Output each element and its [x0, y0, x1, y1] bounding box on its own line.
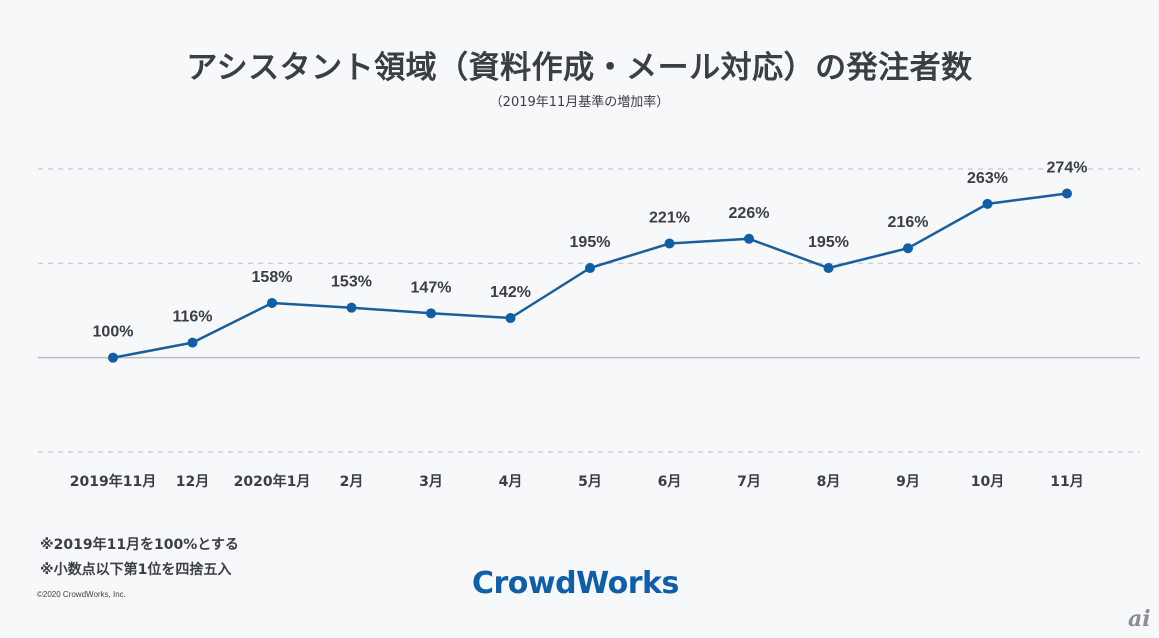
x-tick-label: 4月	[499, 474, 523, 490]
data-point	[267, 297, 277, 308]
data-label: 195%	[570, 234, 611, 251]
x-tick-label: 12月	[176, 474, 209, 490]
markers	[108, 188, 1072, 363]
x-tick-label: 9月	[896, 474, 920, 490]
data-point	[346, 302, 357, 313]
data-label: 100%	[93, 324, 134, 341]
data-label: 263%	[967, 170, 1008, 187]
x-tick-labels: 2019年11月 12月 2020年1月 2月 3月 4月 5月 6月 7月 8月 9月 10月 11月	[70, 473, 1084, 490]
data-label: 116%	[172, 309, 212, 326]
x-tick-label: 11月	[1050, 474, 1083, 490]
data-point	[426, 308, 436, 319]
x-tick-label: 8月	[817, 474, 841, 490]
ai-watermark-icon: ai	[1128, 606, 1151, 632]
data-label: 216%	[888, 214, 929, 231]
data-point	[903, 243, 913, 254]
data-label: 142%	[490, 284, 531, 301]
x-tick-label: 3月	[419, 474, 443, 490]
x-tick-label: 2月	[340, 474, 364, 490]
x-tick-label: 10月	[971, 474, 1004, 490]
chart-title: アシスタント領域（資料作成・メール対応）の発注者数	[186, 50, 973, 86]
data-label: 221%	[649, 210, 690, 227]
data-point	[108, 352, 118, 363]
data-point	[664, 238, 675, 249]
data-label: 158%	[252, 269, 293, 286]
crowdworks-logo: CrowdWorks	[472, 566, 679, 601]
data-label: 153%	[331, 274, 372, 291]
data-point	[1062, 188, 1072, 199]
x-tick-label: 6月	[658, 474, 682, 490]
x-tick-label: 2020年1月	[234, 473, 311, 490]
data-label: 226%	[729, 205, 770, 222]
copyright: ©2020 CrowdWorks, Inc.	[37, 590, 126, 599]
data-point	[982, 198, 993, 209]
data-labels: 100% 116% 158% 153% 147% 142% 195% 221% 226% 195%…	[93, 160, 1088, 341]
note-rounding: ※小数点以下第1位を四捨五入	[40, 562, 232, 578]
data-label: 147%	[411, 279, 452, 296]
data-point	[505, 313, 516, 324]
data-point	[823, 263, 834, 274]
data-point	[585, 263, 595, 274]
x-tick-label: 5月	[578, 474, 602, 490]
data-point	[744, 233, 754, 244]
note-baseline: ※2019年11月を100%とする	[40, 537, 239, 553]
data-label: 274%	[1047, 160, 1088, 177]
x-tick-label: 2019年11月	[70, 473, 156, 490]
data-label: 195%	[808, 234, 849, 251]
chart-subtitle: （2019年11月基準の増加率）	[489, 95, 670, 110]
notes: ※2019年11月を100%とする ※小数点以下第1位を四捨五入	[40, 533, 239, 583]
x-tick-label: 7月	[737, 474, 761, 490]
data-point	[187, 337, 198, 348]
